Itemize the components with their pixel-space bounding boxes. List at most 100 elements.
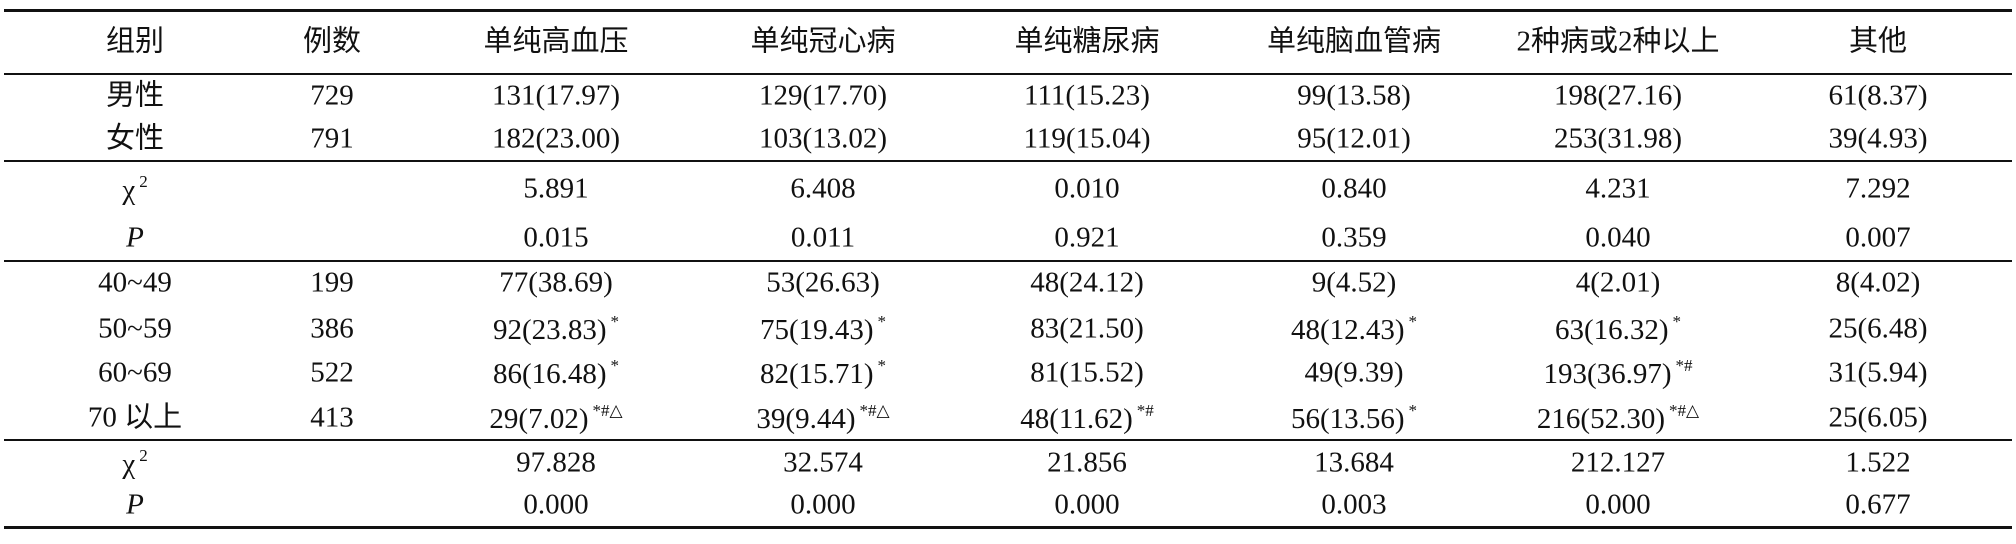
top-rule — [4, 9, 2012, 12]
header-cell: 单纯高血压 — [483, 25, 629, 58]
cell: 48(11.62) *# — [1020, 402, 1154, 434]
cell: 791 — [310, 122, 354, 155]
cell: 99(13.58) — [1297, 79, 1411, 112]
header-cell: 2种病或2种以上 — [1516, 25, 1720, 58]
cell: 86(16.48) * — [493, 357, 619, 389]
cell: 50~59 — [98, 312, 172, 345]
section-rule — [4, 439, 2012, 441]
cell: 39(4.93) — [1828, 122, 1928, 155]
cell: 729 — [310, 79, 354, 112]
cell: 111(15.23) — [1024, 79, 1150, 112]
superscript: * — [610, 312, 620, 331]
cell: 182(23.00) — [491, 122, 621, 155]
cell: 212.127 — [1570, 446, 1666, 479]
cell-text: 82(15.71) — [759, 358, 874, 390]
header-cell: 单纯冠心病 — [750, 25, 896, 58]
cell: 7.292 — [1845, 172, 1911, 205]
superscript: *# — [1675, 356, 1693, 375]
cell-text: χ — [122, 448, 136, 480]
cell: P — [126, 488, 144, 521]
cell: 82(15.71) * — [760, 357, 886, 389]
cell: 8(4.02) — [1835, 266, 1921, 299]
section-rule — [4, 260, 2012, 262]
cell-text: 48(12.43) — [1290, 314, 1405, 346]
cell: 31(5.94) — [1828, 356, 1928, 389]
header-cell: 单纯脑血管病 — [1266, 25, 1442, 58]
cell-text: P — [126, 488, 144, 521]
cell: 216(52.30) *#△ — [1537, 402, 1699, 434]
cell: 1.522 — [1845, 446, 1911, 479]
superscript: 2 — [139, 172, 148, 191]
cell: 25(6.48) — [1828, 312, 1928, 345]
cell: 413 — [310, 401, 354, 434]
cell: 0.000 — [1585, 488, 1651, 521]
cell-text: 63(16.32) — [1554, 314, 1669, 346]
superscript: * — [610, 356, 620, 375]
cell-text: 29(7.02) — [489, 403, 589, 435]
cell: 4(2.01) — [1575, 266, 1661, 299]
cell-text: P — [126, 221, 144, 254]
cell: 129(17.70) — [758, 79, 888, 112]
cell: 522 — [310, 356, 354, 389]
cell: 81(15.52) — [1030, 356, 1144, 389]
cell-text: 193(36.97) — [1543, 358, 1672, 390]
cell: 253(31.98) — [1553, 122, 1683, 155]
cell: 198(27.16) — [1553, 79, 1683, 112]
cell: 75(19.43) * — [760, 313, 886, 345]
cell: 21.856 — [1047, 446, 1127, 479]
cell-text: 86(16.48) — [492, 358, 607, 390]
cell: 92(23.83) * — [493, 313, 619, 345]
bottom-rule — [4, 526, 2012, 529]
header-cell: 单纯糖尿病 — [1014, 25, 1160, 58]
cell: 5.891 — [523, 172, 589, 205]
cell-text: 56(13.56) — [1290, 403, 1405, 435]
superscript: *#△ — [859, 401, 890, 420]
cell: 0.000 — [1054, 488, 1120, 521]
cell: 40~49 — [98, 266, 172, 299]
header-cell: 其他 — [1848, 25, 1908, 58]
cell: 61(8.37) — [1828, 79, 1928, 112]
cell: 60~69 — [98, 356, 172, 389]
cell: 193(36.97) *# — [1543, 357, 1692, 389]
cell: 25(6.05) — [1828, 401, 1928, 434]
cell: 0.010 — [1054, 172, 1120, 205]
cell: 48(12.43) * — [1291, 313, 1417, 345]
cell-text: χ — [122, 174, 136, 206]
cell: 4.231 — [1585, 172, 1651, 205]
cell: 0.000 — [523, 488, 589, 521]
cell: 119(15.04) — [1023, 122, 1151, 155]
cell-text: 216(52.30) — [1536, 403, 1665, 435]
superscript: *#△ — [592, 401, 623, 420]
cell: 0.040 — [1585, 221, 1651, 254]
superscript: 2 — [139, 446, 148, 465]
cell-text: 75(19.43) — [759, 314, 874, 346]
cell: 29(7.02) *#△ — [489, 402, 622, 434]
cell: 77(38.69) — [499, 266, 613, 299]
cell: 0.011 — [790, 221, 856, 254]
cell: 95(12.01) — [1297, 122, 1411, 155]
cell: 83(21.50) — [1030, 312, 1144, 345]
cell: 男性 — [105, 79, 165, 112]
cell-text: 92(23.83) — [492, 314, 607, 346]
cell: 56(13.56) * — [1291, 402, 1417, 434]
cell: 女性 — [105, 122, 165, 155]
superscript: *# — [1136, 401, 1154, 420]
cell: 48(24.12) — [1030, 266, 1144, 299]
cell: 0.007 — [1845, 221, 1911, 254]
superscript: * — [1672, 312, 1682, 331]
cell: 63(16.32) * — [1555, 313, 1681, 345]
cell: 49(9.39) — [1304, 356, 1404, 389]
cell: 0.921 — [1054, 221, 1120, 254]
cell: 9(4.52) — [1311, 266, 1397, 299]
cell: 0.359 — [1321, 221, 1387, 254]
cell: 386 — [310, 312, 354, 345]
section-rule — [4, 160, 2012, 162]
cell: 103(13.02) — [758, 122, 888, 155]
cell: 0.003 — [1321, 488, 1387, 521]
header-cell: 组别 — [105, 25, 165, 58]
superscript: * — [1408, 401, 1418, 420]
cell: 39(9.44) *#△ — [756, 402, 889, 434]
cell: 131(17.97) — [491, 79, 621, 112]
